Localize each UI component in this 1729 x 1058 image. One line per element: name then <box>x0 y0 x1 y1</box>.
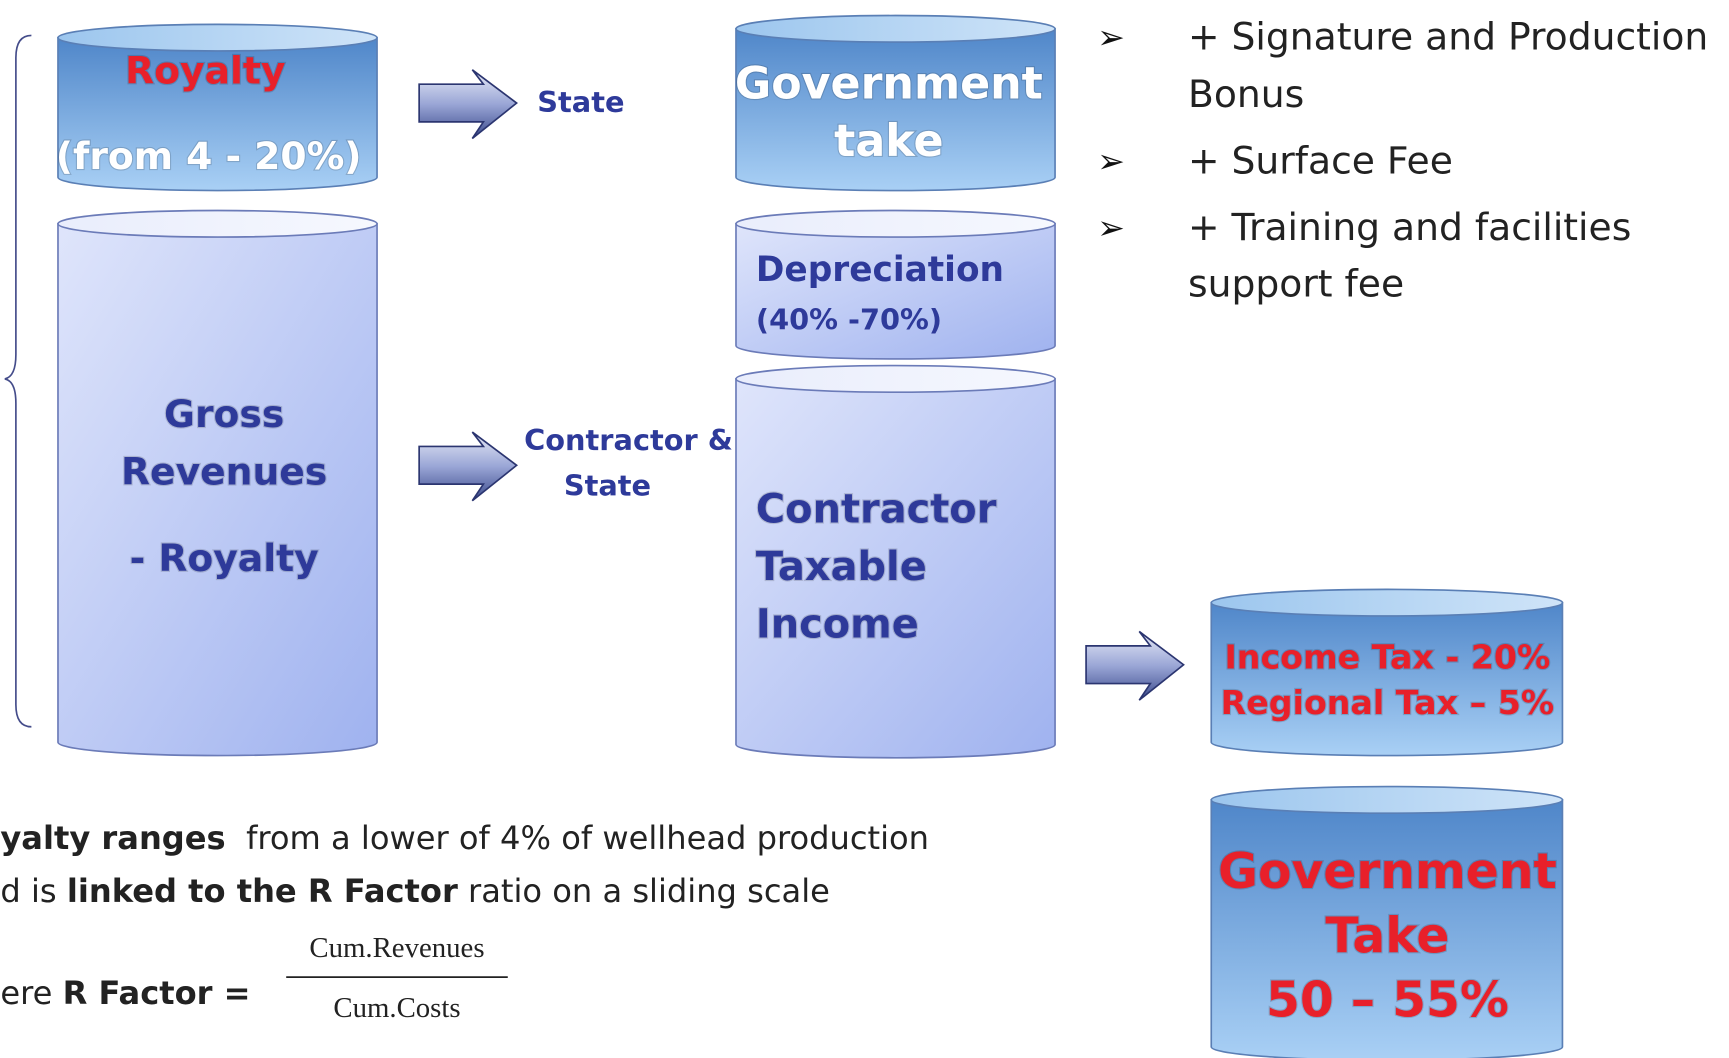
label: Bonus <box>1188 72 1304 116</box>
cylinder-top <box>1210 785 1564 814</box>
footnote-segment: ere <box>0 974 62 1012</box>
label: + Signature and Production <box>1188 14 1708 58</box>
bullet-icon: ➢ <box>1097 141 1125 180</box>
cylinder-body <box>1210 601 1564 757</box>
label: Contractor & <box>524 423 733 457</box>
footnote-segment: d is <box>0 872 66 910</box>
bullet-icon: ➢ <box>1097 208 1125 247</box>
footnote-segment: yalty ranges <box>0 819 225 857</box>
cylinder-body <box>735 378 1056 759</box>
label: support fee <box>1188 261 1404 305</box>
label: + Training and facilities <box>1188 205 1631 249</box>
label: Contractor <box>756 486 997 532</box>
footnote-segment: ratio on a sliding scale <box>458 872 830 910</box>
cylinder-body <box>1210 799 1564 1058</box>
label: State <box>537 85 624 119</box>
cylinder-body <box>735 222 1056 360</box>
texts: Royalty (from 4 - 20%) Gross Revenues - Roya… <box>0 14 1708 1030</box>
cylinder-top <box>1210 588 1564 617</box>
label: Government <box>1218 844 1557 900</box>
label: Depreciation <box>756 250 1004 290</box>
label: Government <box>735 58 1043 109</box>
label: Cum.Revenues <box>309 932 484 964</box>
label: Cum.Costs <box>333 992 460 1024</box>
brace <box>4 34 32 728</box>
footnote-segment: from a lower of 4% of wellhead productio… <box>226 819 929 857</box>
footnote-line: d is linked to the R Factor ratio on a s… <box>0 872 830 910</box>
cylinder-top <box>735 14 1056 43</box>
cylinder-top <box>735 209 1056 238</box>
label: Revenues <box>121 450 327 494</box>
label: Regional Tax – 5% <box>1221 683 1554 722</box>
label: (from 4 - 20%) <box>56 134 362 178</box>
footnote-line: yalty ranges from a lower of 4% of wellh… <box>0 819 929 857</box>
label: Income Tax - 20% <box>1224 638 1550 677</box>
arrow <box>418 69 518 140</box>
label: Income <box>756 602 919 648</box>
bullet-icon: ➢ <box>1097 17 1125 56</box>
footnote-segment: linked to the R Factor <box>67 872 458 910</box>
label: Taxable <box>756 544 927 590</box>
label: + Surface Fee <box>1188 138 1453 182</box>
cylinder-top <box>57 209 378 238</box>
label: Gross <box>164 392 284 436</box>
footnote-line: ere R Factor = <box>0 974 250 1012</box>
label: 50 – 55% <box>1266 973 1509 1029</box>
cylinder-body <box>735 27 1056 192</box>
label: (40% -70%) <box>756 302 942 336</box>
label: Take <box>1325 908 1449 964</box>
label: take <box>834 116 943 167</box>
cylinder-top <box>57 23 378 52</box>
label: Royalty <box>125 49 285 93</box>
label: - Royalty <box>130 536 319 580</box>
arrow <box>1085 630 1185 701</box>
cylinder-body <box>57 222 378 757</box>
cylinder-top <box>735 364 1056 394</box>
cylinder-body <box>57 36 378 192</box>
shapes <box>57 14 1564 1058</box>
arrow <box>418 431 518 502</box>
footnote-segment: R Factor = <box>63 974 251 1012</box>
label: State <box>564 468 651 502</box>
